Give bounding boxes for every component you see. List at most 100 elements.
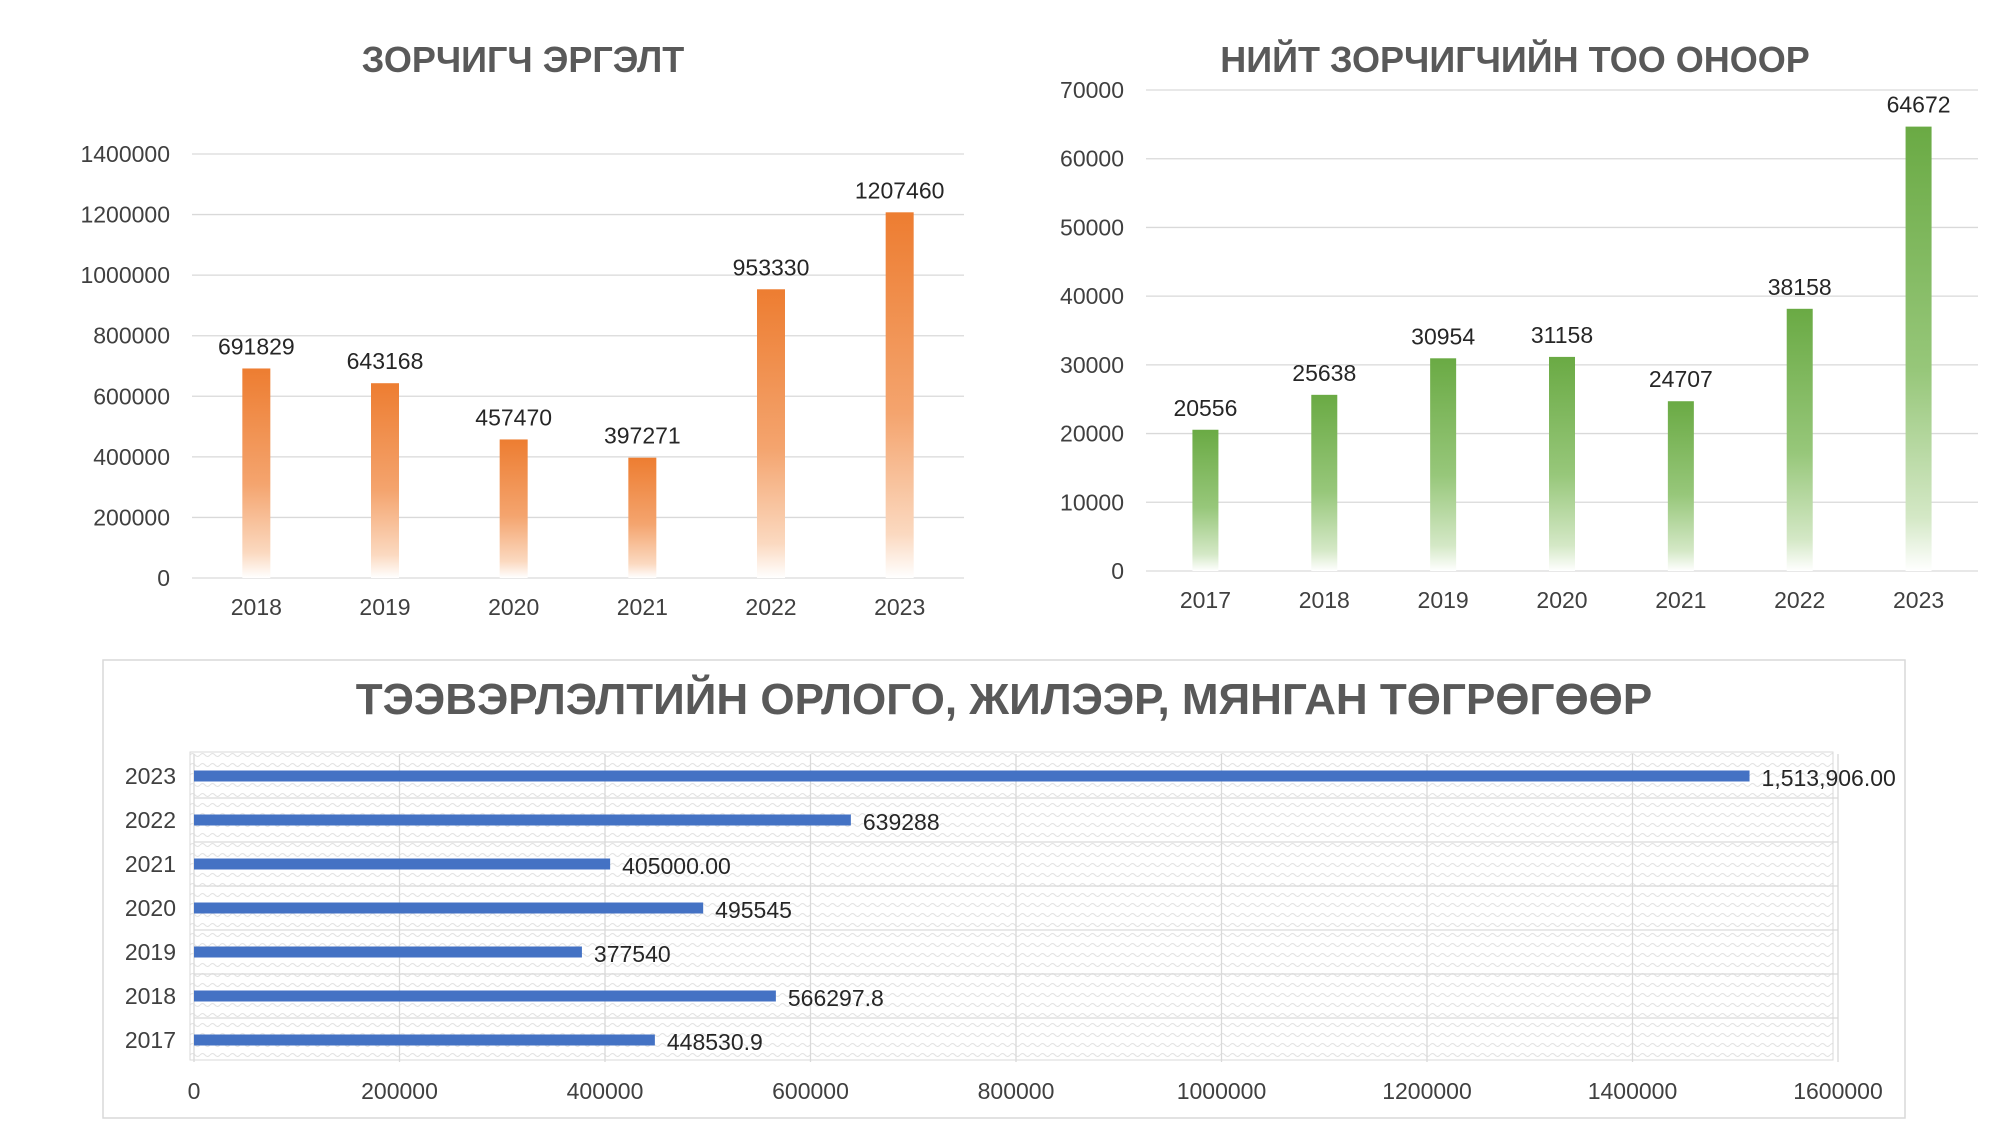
chart2-x-tick: 2018: [1299, 587, 1350, 613]
chart1-data-label: 1207460: [855, 177, 945, 203]
chart2-data-labels: 20556 25638 30954 31158 24707 38158 64672: [1173, 92, 1950, 421]
chart2-y-tick: 10000: [1060, 489, 1124, 515]
total-passengers-chart: НИЙТ ЗОРЧИГЧИЙН ТОО ОНООР 0 10000 20000 300…: [1060, 38, 1978, 613]
chart3-x-tick: 1400000: [1588, 1078, 1678, 1104]
chart2-x-tick: 2023: [1893, 587, 1944, 613]
chart2-data-label: 64672: [1887, 92, 1951, 118]
chart3-data-label: 377540: [594, 941, 671, 967]
chart3-category-tick: 2021: [125, 851, 176, 877]
chart2-x-tick: 2022: [1774, 587, 1825, 613]
chart3-category-ticks: 2023 2022 2021 2020 2019 2018 2017: [125, 763, 176, 1053]
chart1-data-label: 643168: [347, 348, 424, 374]
chart2-y-tick: 50000: [1060, 214, 1124, 240]
chart1-y-tick: 0: [157, 565, 170, 591]
chart1-y-tick: 400000: [93, 444, 170, 470]
chart3-gridlines: [193, 754, 1839, 1062]
chart2-bars: [1192, 126, 1932, 572]
chart1-y-tick: 200000: [93, 504, 170, 530]
chart2-bar-2019: [1430, 358, 1457, 571]
chart2-y-ticks: 0 10000 20000 30000 40000 50000 60000 70000: [1060, 77, 1124, 584]
chart3-bar-2019: [194, 946, 582, 958]
chart1-y-tick: 1200000: [80, 202, 170, 228]
chart3-x-tick: 600000: [772, 1078, 849, 1104]
chart2-data-label: 38158: [1768, 274, 1832, 300]
chart3-x-tick: 1000000: [1177, 1078, 1267, 1104]
chart3-category-tick: 2022: [125, 807, 176, 833]
chart1-x-ticks: 2018 2019 2020 2021 2022 2023: [231, 594, 926, 620]
chart2-bar-2020: [1549, 356, 1575, 571]
chart1-y-tick: 800000: [93, 323, 170, 349]
chart1-bar-2020: [499, 439, 528, 578]
chart1-x-tick: 2022: [745, 594, 796, 620]
chart2-bar-2018: [1311, 394, 1338, 571]
chart1-data-labels: 691829 643168 457470 397271 953330 1207460: [218, 177, 944, 448]
chart2-data-label: 25638: [1292, 360, 1356, 386]
chart3-category-tick: 2020: [125, 895, 176, 921]
chart3-category-tick: 2017: [125, 1027, 176, 1053]
chart2-y-tick: 0: [1111, 558, 1124, 584]
chart3-category-tick: 2018: [125, 983, 176, 1009]
chart1-bar-2023: [885, 212, 914, 578]
chart1-data-label: 953330: [733, 254, 810, 280]
chart1-data-label: 457470: [475, 404, 552, 430]
chart3-bar-2017: [194, 1034, 655, 1046]
chart1-y-tick: 1400000: [80, 141, 170, 167]
chart2-y-tick: 40000: [1060, 283, 1124, 309]
chart3-bars: [194, 770, 1750, 1046]
transport-revenue-chart: ТЭЭВЭРЛЭЛТИЙН ОРЛОГО, ЖИЛЭЭР, МЯНГАН ТӨГ…: [102, 659, 1906, 1119]
chart1-gridlines: [192, 153, 964, 579]
chart2-x-tick: 2021: [1655, 587, 1706, 613]
chart3-x-tick: 1200000: [1382, 1078, 1472, 1104]
chart1-bar-2022: [757, 289, 785, 578]
chart1-x-tick: 2020: [488, 594, 539, 620]
chart1-data-label: 397271: [604, 423, 681, 449]
passenger-turnover-chart: ЗОРЧИГЧ ЭРГЭЛТ 0 200000 400000 600000 800000…: [80, 39, 964, 620]
chart3-data-label: 495545: [715, 897, 792, 923]
chart1-bar-2018: [242, 368, 271, 578]
chart2-bar-2017: [1192, 429, 1219, 571]
chart3-x-tick: 0: [188, 1078, 201, 1104]
chart2-bar-2021: [1667, 401, 1694, 571]
chart2-data-label: 31158: [1531, 322, 1593, 348]
chart1-bar-2019: [371, 383, 399, 578]
chart2-data-label: 20556: [1173, 395, 1237, 421]
chart2-y-tick: 30000: [1060, 352, 1124, 378]
chart1-title: ЗОРЧИГЧ ЭРГЭЛТ: [362, 39, 685, 80]
chart3-data-label: 639288: [863, 809, 940, 835]
chart1-x-tick: 2019: [359, 594, 410, 620]
chart3-bar-2021: [194, 858, 611, 870]
chart3-data-label: 405000.00: [622, 853, 731, 879]
chart2-y-tick: 60000: [1060, 146, 1124, 172]
chart3-bar-2023: [194, 770, 1750, 782]
chart3-x-tick: 800000: [978, 1078, 1055, 1104]
chart3-bar-2018: [194, 990, 776, 1002]
chart3-title: ТЭЭВЭРЛЭЛТИЙН ОРЛОГО, ЖИЛЭЭР, МЯНГАН ТӨГ…: [356, 673, 1653, 724]
chart1-bars: [242, 212, 914, 578]
chart3-bar-2022: [194, 814, 851, 826]
chart1-data-label: 691829: [218, 333, 295, 359]
chart1-x-tick: 2018: [231, 594, 282, 620]
chart2-x-ticks: 2017 2018 2019 2020 2021 2022 2023: [1180, 587, 1944, 613]
chart3-category-tick: 2019: [125, 939, 176, 965]
chart3-x-tick: 1600000: [1793, 1078, 1883, 1104]
chart3-x-ticks: 0 200000 400000 600000 800000 1000000 1200000 1…: [188, 1078, 1883, 1104]
chart3-data-label: 566297.8: [788, 985, 884, 1011]
chart1-x-tick: 2021: [617, 594, 668, 620]
chart2-x-tick: 2019: [1418, 587, 1469, 613]
chart1-x-tick: 2023: [874, 594, 925, 620]
chart2-data-label: 24707: [1649, 366, 1713, 392]
chart1-y-tick: 600000: [93, 383, 170, 409]
chart3-x-tick: 400000: [567, 1078, 644, 1104]
chart2-title: НИЙТ ЗОРЧИГЧИЙН ТОО ОНООР: [1220, 38, 1810, 80]
chart2-data-label: 30954: [1411, 323, 1475, 349]
chart3-x-tick: 200000: [361, 1078, 438, 1104]
chart2-y-tick: 20000: [1060, 421, 1124, 447]
chart3-category-tick: 2023: [125, 763, 176, 789]
chart2-y-tick: 70000: [1060, 77, 1124, 103]
chart2-x-tick: 2020: [1536, 587, 1587, 613]
chart1-bar-2021: [628, 457, 657, 578]
chart1-y-tick: 1000000: [80, 262, 170, 288]
chart1-y-ticks: 0 200000 400000 600000 800000 1000000 1200000 1…: [80, 141, 170, 591]
chart3-data-label: 1,513,906.00: [1762, 765, 1896, 791]
chart2-bar-2022: [1786, 308, 1813, 571]
